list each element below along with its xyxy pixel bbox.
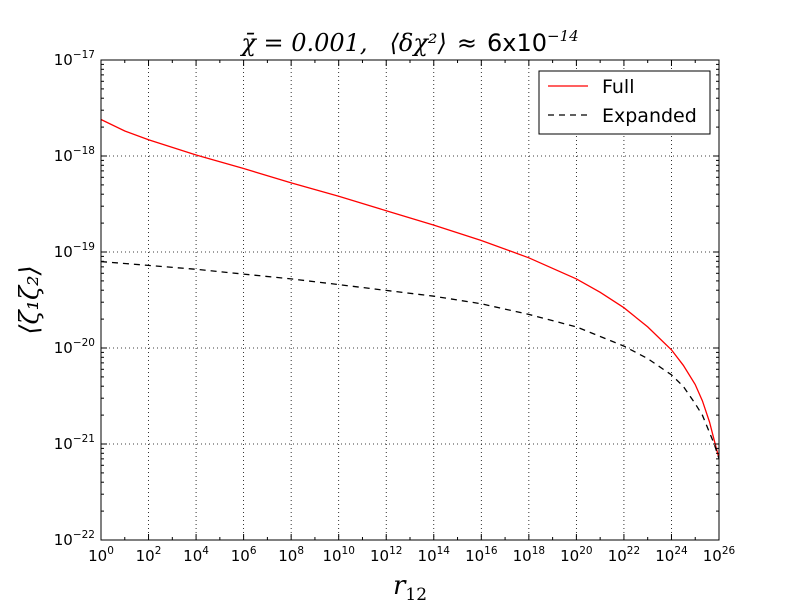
y-tick-label: 10−20: [54, 337, 95, 357]
y-tick-base: 10: [54, 339, 73, 357]
x-tick-exp: 6: [250, 545, 257, 557]
x-tick-base: 10: [370, 547, 389, 565]
x-tick-exp: 22: [627, 545, 640, 557]
x-tick-base: 10: [88, 547, 107, 565]
x-tick-exp: 26: [722, 545, 736, 557]
x-tick-label: 108: [278, 545, 304, 565]
title-math: ⟨δχ²⟩: [390, 29, 447, 57]
y-tick-label: 10−18: [54, 145, 95, 165]
x-tick-label: 1020: [560, 545, 592, 565]
x-axis-label-sub: 12: [405, 585, 427, 600]
x-tick-exp: 20: [579, 545, 592, 557]
x-tick-label: 1018: [513, 545, 545, 565]
legend: Full Expanded: [538, 70, 711, 135]
series-layer: [100, 118, 720, 459]
x-tick-labels: 100 102 104 106 108 1010 1012 1014 1016 1018 1020 1…: [88, 545, 735, 565]
x-tick-base: 10: [655, 547, 674, 565]
x-tick-label: 1016: [465, 545, 498, 565]
series-line-expanded: [100, 260, 720, 459]
y-tick-exp: −18: [73, 145, 95, 157]
x-tick-base: 10: [560, 547, 579, 565]
x-tick-label: 104: [183, 545, 209, 565]
y-tick-base: 10: [54, 147, 73, 165]
x-tick-base: 10: [183, 547, 202, 565]
legend-box: [538, 70, 711, 135]
x-tick-exp: 18: [532, 545, 545, 557]
y-tick-exp: −17: [73, 49, 95, 61]
title-approx: ≈: [457, 29, 477, 57]
y-tick-base: 10: [54, 531, 73, 549]
x-tick-label: 1026: [703, 545, 736, 565]
x-tick-exp: 8: [297, 545, 304, 557]
x-tick-base: 10: [322, 547, 341, 565]
x-axis-label-base: r: [393, 571, 407, 600]
x-tick-base: 10: [513, 547, 532, 565]
x-tick-label: 106: [231, 545, 257, 565]
x-tick-exp: 2: [155, 545, 162, 557]
y-tick-exp: −22: [73, 529, 95, 541]
x-tick-exp: 4: [202, 545, 209, 557]
x-tick-base: 10: [608, 547, 627, 565]
x-tick-label: 1014: [418, 545, 451, 565]
legend-label-full: Full: [602, 76, 635, 98]
x-tick-base: 10: [703, 547, 722, 565]
x-axis-label: r12: [393, 571, 427, 600]
y-tick-label: 10−19: [54, 241, 95, 261]
x-tick-exp: 24: [674, 545, 688, 557]
y-tick-label: 10−21: [54, 433, 95, 453]
y-tick-label: 10−17: [54, 49, 95, 69]
x-tick-label: 1022: [608, 545, 640, 565]
y-tick-base: 10: [54, 243, 73, 261]
x-tick-base: 10: [418, 547, 437, 565]
y-tick-exp: −19: [73, 241, 95, 253]
y-axis-label: ⟨ζ₁ζ₂⟩: [15, 265, 45, 334]
y-tick-label: 10−22: [54, 529, 95, 549]
y-tick-base: 10: [54, 51, 73, 69]
x-tick-label: 1010: [322, 545, 354, 565]
x-tick-base: 10: [465, 547, 484, 565]
x-tick-base: 10: [231, 547, 250, 565]
x-tick-label: 1012: [370, 545, 402, 565]
ticks: [100, 59, 720, 541]
y-tick-exp: −20: [73, 337, 95, 349]
x-tick-base: 10: [136, 547, 155, 565]
series-line-full: [100, 118, 720, 459]
legend-label-expanded: Expanded: [602, 105, 697, 127]
x-tick-label: 1024: [655, 545, 688, 565]
grid: [101, 60, 719, 540]
y-tick-base: 10: [54, 435, 73, 453]
title-right: 6x10: [487, 29, 547, 57]
x-tick-label: 102: [136, 545, 162, 565]
x-tick-label: 100: [88, 545, 114, 565]
chart-title: χ̄ = 0.001, ⟨δχ²⟩ ≈6x10−14: [239, 27, 578, 57]
x-tick-exp: 0: [107, 545, 114, 557]
x-tick-base: 10: [278, 547, 297, 565]
x-tick-exp: 12: [389, 545, 402, 557]
y-tick-exp: −21: [73, 433, 95, 445]
title-right-exp: −14: [547, 27, 579, 45]
x-tick-exp: 10: [342, 545, 355, 557]
x-tick-exp: 14: [437, 545, 451, 557]
x-tick-exp: 16: [484, 545, 498, 557]
title-left: χ̄ = 0.001,: [239, 29, 367, 57]
